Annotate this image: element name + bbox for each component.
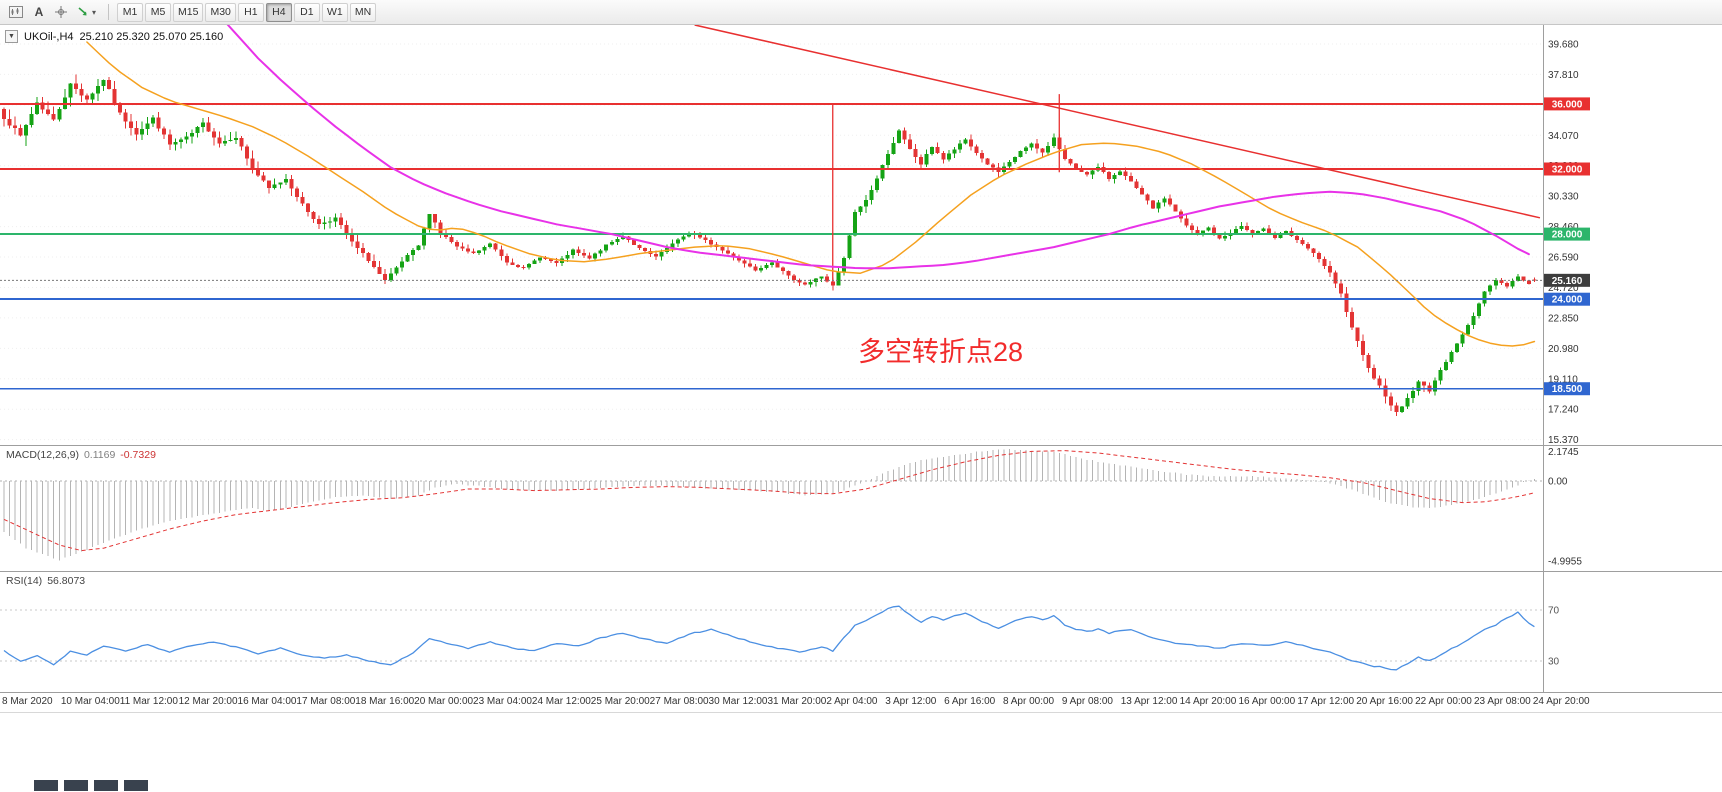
svg-text:30.330: 30.330 (1548, 192, 1579, 203)
date-label: 22 Apr 00:00 (1415, 696, 1472, 707)
rsi-value: 56.8073 (47, 575, 86, 587)
svg-text:15.370: 15.370 (1548, 435, 1579, 445)
date-label: 20 Apr 16:00 (1356, 696, 1413, 707)
date-label: 2 Apr 04:00 (826, 696, 878, 707)
panel-separator-main-macd[interactable] (0, 445, 1722, 446)
window-bottom-border (0, 712, 1722, 713)
svg-text:24.000: 24.000 (1552, 295, 1583, 306)
panel-separator-rsi-time[interactable] (0, 692, 1722, 693)
date-label: 31 Mar 20:00 (767, 696, 827, 707)
rsi-indicator-canvas[interactable]: 70 30 (0, 572, 1722, 692)
crosshair-button[interactable] (50, 3, 72, 22)
svg-text:-4.9955: -4.9955 (1548, 556, 1582, 567)
date-label: 30 Mar 12:00 (708, 696, 768, 707)
date-label: 24 Mar 12:00 (531, 696, 591, 707)
svg-text:17.240: 17.240 (1548, 405, 1579, 416)
date-label: 23 Mar 04:00 (473, 696, 532, 707)
date-label: 9 Apr 08:00 (1061, 696, 1113, 707)
svg-text:24.720: 24.720 (1548, 283, 1579, 294)
macd-label: MACD(12,26,9) 0.1169 -0.7329 (6, 449, 156, 461)
bottom-tab[interactable] (34, 780, 58, 791)
date-label: 11 Mar 12:00 (119, 696, 178, 707)
chart-ohlc-values: 25.210 25.320 25.070 25.160 (79, 30, 224, 43)
svg-text:0.00: 0.00 (1548, 477, 1568, 488)
chart-title: ▼ UKOil-,H4 25.210 25.320 25.070 25.160 (5, 30, 223, 43)
svg-text:32.000: 32.000 (1552, 164, 1583, 175)
date-label: 16 Apr 00:00 (1238, 696, 1296, 707)
svg-text:19.110: 19.110 (1548, 374, 1578, 385)
rsi-label: RSI(14) 56.8073 (6, 575, 85, 587)
rsi-title: RSI(14) (6, 575, 43, 587)
macd-indicator-canvas[interactable]: 2.1745 0.00 -4.9955 (0, 446, 1722, 571)
chart-symbol-period: UKOil-,H4 (24, 30, 74, 43)
bottom-tab[interactable] (94, 780, 118, 791)
svg-text:2.1745: 2.1745 (1548, 447, 1579, 458)
date-label: 18 Mar 16:00 (355, 696, 415, 707)
timeframe-buttons: M1 M5 M15 M30 H1 H4 D1 W1 MN (116, 2, 377, 22)
date-label: 16 Mar 04:00 (237, 696, 297, 707)
date-label: 3 Apr 12:00 (885, 696, 937, 707)
date-label: 25 Mar 20:00 (590, 696, 650, 707)
svg-text:36.000: 36.000 (1552, 99, 1583, 110)
svg-text:25.160: 25.160 (1552, 276, 1583, 287)
indicators-dropdown-button[interactable]: ▾ (72, 3, 101, 22)
date-label: 17 Apr 12:00 (1297, 696, 1355, 707)
price-axis-border[interactable] (1543, 25, 1544, 693)
svg-text:39.680: 39.680 (1548, 40, 1579, 51)
chart-annotation-text[interactable]: 多空转折点28 (858, 337, 1024, 367)
timeframe-w1-button[interactable]: W1 (321, 2, 348, 22)
bottom-tab[interactable] (124, 780, 148, 791)
date-label: 12 Mar 20:00 (178, 696, 238, 707)
date-label: 14 Apr 20:00 (1179, 696, 1237, 707)
macd-main-value: 0.1169 (83, 449, 116, 461)
timeframe-m1-button[interactable]: M1 (117, 2, 144, 22)
svg-text:22.850: 22.850 (1548, 313, 1579, 324)
date-label: 10 Mar 04:00 (60, 696, 120, 707)
svg-text:20.980: 20.980 (1548, 344, 1579, 355)
timeframe-h1-button[interactable]: H1 (237, 2, 264, 22)
date-label: 8 Mar 2020 (2, 696, 53, 707)
bottom-tab[interactable] (64, 780, 88, 791)
timeframe-m5-button[interactable]: M5 (145, 2, 172, 22)
indicators-dropdown-icon (77, 6, 90, 18)
timeframe-d1-button[interactable]: D1 (293, 2, 320, 22)
date-label: 6 Apr 16:00 (944, 696, 996, 707)
svg-text:70: 70 (1548, 606, 1560, 617)
text-tool-button[interactable]: A (28, 3, 50, 22)
svg-text:30: 30 (1548, 657, 1560, 668)
svg-text:28.000: 28.000 (1552, 230, 1583, 241)
date-label: 20 Mar 00:00 (414, 696, 474, 707)
chart-window-icon-button[interactable] (4, 3, 28, 22)
main-chart-canvas[interactable]: 39.68037.81035.94034.07032.20030.33028.4… (0, 25, 1722, 445)
crosshair-icon (55, 6, 67, 18)
svg-text:37.810: 37.810 (1548, 70, 1579, 81)
svg-text:18.500: 18.500 (1552, 384, 1583, 395)
svg-text:26.590: 26.590 (1548, 253, 1579, 264)
timeframe-mn-button[interactable]: MN (349, 2, 377, 22)
toolbar-separator (108, 4, 110, 20)
macd-title: MACD(12,26,9) (6, 449, 79, 461)
date-label: 23 Apr 08:00 (1474, 696, 1531, 707)
svg-text:34.070: 34.070 (1548, 131, 1579, 142)
panel-separator-macd-rsi[interactable] (0, 571, 1722, 572)
text-label-icon: A (34, 5, 44, 19)
macd-signal-value: -0.7329 (120, 449, 156, 461)
date-label: 13 Apr 12:00 (1120, 696, 1178, 707)
collapse-arrow-icon[interactable]: ▼ (5, 30, 18, 43)
date-label: 24 Apr 20:00 (1532, 696, 1590, 707)
time-axis[interactable]: 8 Mar 2020 10 Mar 04:00 11 Mar 12:00 12 Mar… (0, 693, 1722, 711)
timeframe-h4-button[interactable]: H4 (265, 2, 292, 22)
date-label: 8 Apr 00:00 (1002, 696, 1055, 707)
date-label: 27 Mar 08:00 (649, 696, 709, 707)
chart-window-icon (9, 6, 23, 18)
timeframe-m15-button[interactable]: M15 (173, 2, 204, 22)
timeframe-m30-button[interactable]: M30 (205, 2, 236, 22)
date-label: 17 Mar 08:00 (296, 696, 356, 707)
chevron-down-icon: ▾ (92, 7, 97, 17)
toolbar: A ▾ M1 M5 M15 M30 H1 H4 D1 W1 MN (0, 0, 1722, 25)
